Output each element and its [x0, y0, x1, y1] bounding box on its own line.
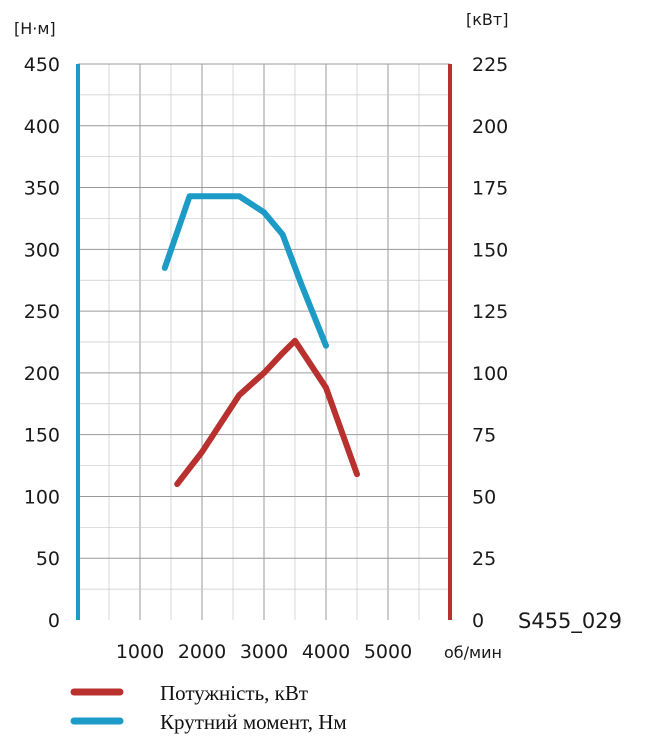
axes — [76, 64, 452, 620]
left-tick-label: 300 — [24, 239, 60, 261]
left-axis-unit: [Н·м] — [14, 19, 56, 38]
legend-label-power: Потужність, кВт — [160, 681, 308, 705]
right-tick-label: 150 — [472, 239, 508, 261]
left-tick-label: 100 — [24, 486, 60, 508]
power-curve — [174, 337, 360, 488]
code-label: S455_029 — [518, 609, 622, 634]
left-tick-label: 150 — [24, 425, 60, 447]
left-tick-label: 250 — [24, 301, 60, 323]
right-tick-label: 175 — [472, 178, 508, 200]
tick-labels: 0 50 100 150 200 250 300 350 400 450 0 25 50 75 100 125… — [24, 54, 509, 663]
right-tick-label: 75 — [472, 425, 496, 447]
left-tick-label: 400 — [24, 116, 60, 138]
right-tick-label: 200 — [472, 116, 508, 138]
legend: Потужність, кВт Крутний момент, Нм — [70, 681, 347, 734]
left-tick-label: 50 — [36, 548, 60, 570]
right-tick-label: 125 — [472, 301, 508, 323]
legend-label-torque: Крутний момент, Нм — [160, 710, 347, 734]
torque-curve — [161, 193, 329, 349]
right-tick-label: 100 — [472, 363, 508, 385]
left-tick-label: 200 — [24, 363, 60, 385]
right-tick-label: 25 — [472, 548, 496, 570]
right-tick-label: 225 — [472, 54, 508, 76]
x-axis-unit: об/мин — [444, 643, 502, 662]
series-lines — [161, 193, 360, 488]
grid — [78, 63, 450, 620]
x-tick-label: 4000 — [302, 641, 350, 663]
x-tick-label: 5000 — [364, 641, 412, 663]
right-tick-label: 0 — [472, 610, 484, 632]
left-tick-label: 350 — [24, 178, 60, 200]
left-tick-label: 450 — [24, 54, 60, 76]
right-tick-label: 50 — [472, 486, 496, 508]
x-tick-label: 2000 — [178, 641, 226, 663]
x-tick-label: 1000 — [116, 641, 164, 663]
x-tick-label: 3000 — [240, 641, 288, 663]
right-axis-unit: [кВт] — [466, 10, 508, 29]
left-tick-label: 0 — [48, 610, 60, 632]
